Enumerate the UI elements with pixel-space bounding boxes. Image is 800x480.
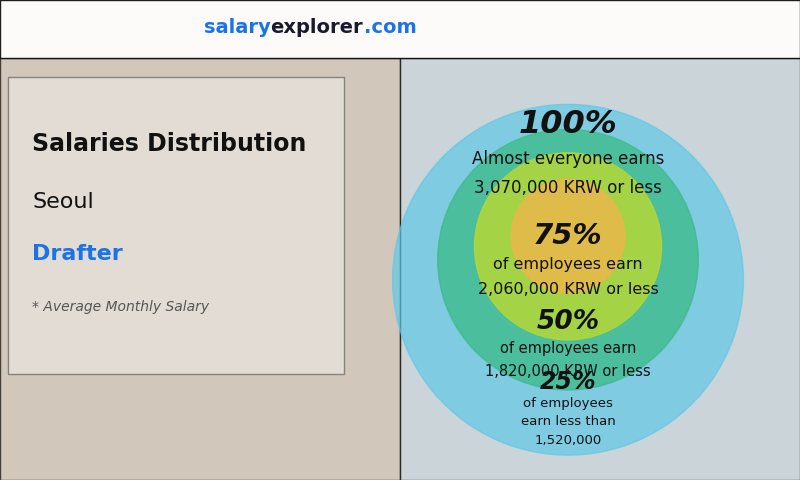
Text: Salaries Distribution: Salaries Distribution — [32, 132, 306, 156]
Text: 25%: 25% — [540, 370, 596, 394]
FancyBboxPatch shape — [8, 77, 344, 374]
Text: 50%: 50% — [537, 309, 599, 335]
FancyBboxPatch shape — [0, 58, 400, 480]
Text: Almost everyone earns: Almost everyone earns — [472, 151, 664, 168]
Circle shape — [438, 130, 698, 390]
Text: 100%: 100% — [518, 109, 618, 140]
Text: 1,820,000 KRW or less: 1,820,000 KRW or less — [485, 364, 651, 379]
Text: salary: salary — [204, 18, 270, 37]
Circle shape — [474, 153, 662, 340]
Text: 1,520,000: 1,520,000 — [534, 433, 602, 446]
Text: earn less than: earn less than — [521, 415, 615, 428]
Text: explorer: explorer — [270, 18, 363, 37]
FancyBboxPatch shape — [400, 58, 800, 480]
Text: * Average Monthly Salary: * Average Monthly Salary — [32, 300, 209, 314]
Text: Seoul: Seoul — [32, 192, 94, 212]
Text: Drafter: Drafter — [32, 244, 122, 264]
Text: 3,070,000 KRW or less: 3,070,000 KRW or less — [474, 179, 662, 197]
Text: 75%: 75% — [533, 222, 603, 251]
Text: of employees earn: of employees earn — [500, 341, 636, 356]
Circle shape — [511, 180, 625, 293]
Circle shape — [393, 104, 743, 455]
Text: of employees earn: of employees earn — [493, 257, 643, 272]
Text: .com: .com — [364, 18, 417, 37]
Text: 2,060,000 KRW or less: 2,060,000 KRW or less — [478, 282, 658, 297]
Text: of employees: of employees — [523, 397, 613, 410]
FancyBboxPatch shape — [0, 0, 800, 58]
